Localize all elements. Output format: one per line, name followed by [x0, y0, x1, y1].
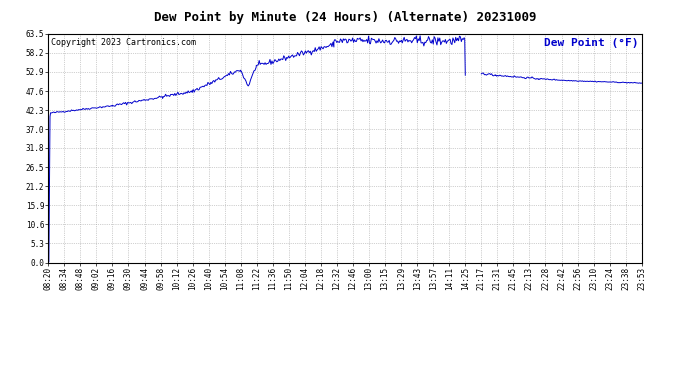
Text: Dew Point (°F): Dew Point (°F): [544, 38, 639, 48]
Text: Copyright 2023 Cartronics.com: Copyright 2023 Cartronics.com: [51, 38, 196, 47]
Text: Dew Point by Minute (24 Hours) (Alternate) 20231009: Dew Point by Minute (24 Hours) (Alternat…: [154, 11, 536, 24]
